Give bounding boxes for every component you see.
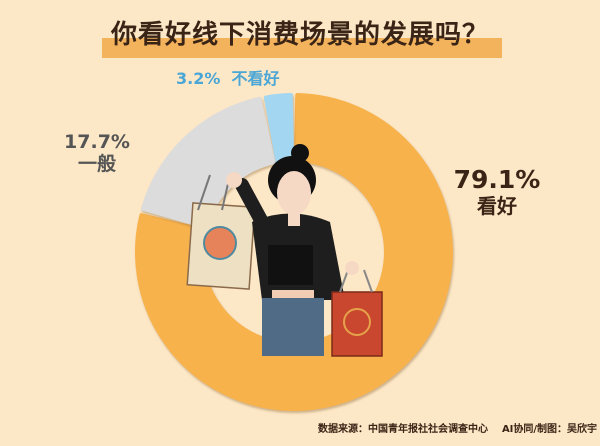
category-label: 看好 <box>477 193 517 218</box>
label-positive: 79.1% 看好 <box>452 165 542 218</box>
donut-slice-一般 <box>141 96 276 229</box>
value-label: 17.7% <box>64 131 130 153</box>
source-text: 数据来源：中国青年报社社会调查中心 <box>318 424 488 435</box>
credit-text: AI协同/制图：吴欣宇 <box>501 424 598 435</box>
footer: 数据来源：中国青年报社社会调查中心 AI协同/制图：吴欣宇 <box>318 420 597 435</box>
value-label: 79.1% <box>453 165 541 194</box>
shopper-illustration <box>186 144 383 357</box>
value-label: 3.2% <box>176 69 221 88</box>
label-neutral: 17.7% 一般 <box>62 131 132 176</box>
category-label: 不看好 <box>231 69 280 88</box>
title-underline <box>102 38 502 58</box>
label-negative: 3.2% 不看好 <box>176 69 280 88</box>
chart-title: 你看好线下消费场景的发展吗？ <box>110 20 489 50</box>
category-label: 一般 <box>77 152 116 175</box>
